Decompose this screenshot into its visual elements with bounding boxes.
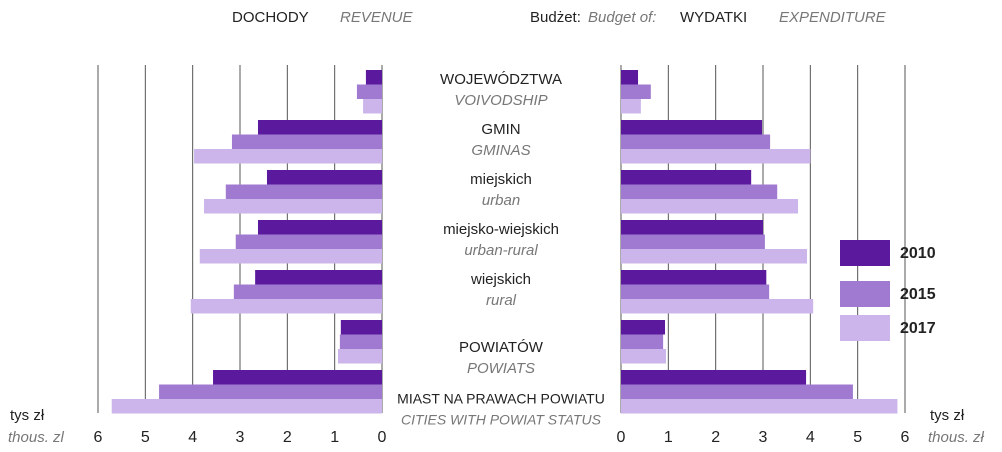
category-label-en: urban-rural bbox=[464, 242, 538, 259]
x-tick-label: 2 bbox=[283, 429, 292, 446]
x-tick-label: 0 bbox=[617, 429, 626, 446]
bar bbox=[356, 84, 382, 99]
bar bbox=[204, 199, 382, 214]
bar bbox=[111, 399, 382, 414]
category-label-en: CITIES WITH POWIAT STATUS bbox=[401, 412, 602, 428]
x-tick-label: 4 bbox=[188, 429, 197, 446]
bar bbox=[621, 299, 814, 314]
x-tick-label: 2 bbox=[711, 429, 720, 446]
bar bbox=[266, 170, 382, 185]
x-tick-label: 6 bbox=[94, 429, 103, 446]
bar bbox=[231, 134, 382, 149]
bar bbox=[621, 399, 898, 414]
bar bbox=[621, 199, 799, 214]
bar bbox=[235, 234, 382, 249]
x-axis-label: tys zł bbox=[10, 407, 45, 424]
category-label: MIAST NA PRAWACH POWIATU bbox=[397, 391, 605, 407]
category-label-en: POWIATS bbox=[467, 360, 535, 377]
bar bbox=[340, 320, 382, 335]
bar bbox=[337, 349, 382, 364]
category-label: wiejskich bbox=[470, 271, 531, 288]
bar bbox=[257, 120, 382, 135]
x-tick-label: 5 bbox=[141, 429, 150, 446]
category-label: POWIATÓW bbox=[459, 339, 544, 356]
bar bbox=[621, 384, 853, 399]
bar bbox=[339, 334, 382, 349]
x-tick-label: 4 bbox=[806, 429, 815, 446]
category-label: GMIN bbox=[481, 121, 520, 138]
bar bbox=[190, 299, 382, 314]
legend-label: 2015 bbox=[900, 286, 936, 303]
x-tick-label: 5 bbox=[853, 429, 862, 446]
bar bbox=[621, 349, 666, 364]
bar bbox=[194, 149, 382, 164]
x-tick-label: 6 bbox=[901, 429, 910, 446]
category-label: WOJEWÓDZTWA bbox=[440, 71, 562, 88]
budget-label-en: Budget of: bbox=[588, 9, 656, 26]
bar bbox=[255, 270, 382, 285]
bar bbox=[621, 134, 771, 149]
x-tick-label: 3 bbox=[236, 429, 245, 446]
bar bbox=[621, 184, 778, 199]
category-label-en: GMINAS bbox=[471, 142, 530, 159]
bar bbox=[621, 334, 664, 349]
bar bbox=[621, 84, 651, 99]
revenue-subtitle: REVENUE bbox=[340, 9, 414, 26]
x-tick-label: 1 bbox=[330, 429, 339, 446]
bar bbox=[621, 220, 763, 235]
expenditure-title: WYDATKI bbox=[680, 9, 747, 26]
x-tick-label: 3 bbox=[759, 429, 768, 446]
bar bbox=[257, 220, 382, 235]
bar bbox=[621, 249, 808, 264]
x-axis-label-en: thous. zł bbox=[928, 429, 985, 446]
bar bbox=[363, 99, 382, 114]
x-axis-label-en: thous. zl bbox=[8, 429, 65, 446]
bar bbox=[213, 370, 382, 385]
bar bbox=[365, 70, 382, 85]
category-label: miejsko-wiejskich bbox=[443, 221, 559, 238]
category-label-en: rural bbox=[486, 292, 517, 309]
category-label: miejskich bbox=[470, 171, 532, 188]
bar bbox=[621, 370, 807, 385]
bar bbox=[621, 320, 666, 335]
bar bbox=[621, 120, 763, 135]
expenditure-subtitle: EXPENDITURE bbox=[779, 9, 887, 26]
bar bbox=[225, 184, 382, 199]
category-label-en: urban bbox=[482, 192, 520, 209]
bar bbox=[233, 284, 382, 299]
legend-label: 2010 bbox=[900, 245, 936, 262]
revenue-title: DOCHODY bbox=[232, 9, 309, 26]
bar bbox=[199, 249, 382, 264]
bar bbox=[159, 384, 382, 399]
bar bbox=[621, 149, 811, 164]
budget-label: Budżet: bbox=[530, 9, 581, 26]
legend-swatch bbox=[840, 281, 890, 307]
x-axis-label: tys zł bbox=[930, 407, 965, 424]
bar bbox=[621, 170, 752, 185]
x-tick-label: 0 bbox=[378, 429, 387, 446]
legend-swatch bbox=[840, 315, 890, 341]
legend-label: 2017 bbox=[900, 320, 936, 337]
bar bbox=[621, 99, 641, 114]
bar bbox=[621, 70, 639, 85]
x-tick-label: 1 bbox=[664, 429, 673, 446]
bar bbox=[621, 270, 767, 285]
category-label-en: VOIVODSHIP bbox=[454, 92, 547, 109]
bar bbox=[621, 234, 765, 249]
bar bbox=[621, 284, 770, 299]
legend-swatch bbox=[840, 240, 890, 266]
